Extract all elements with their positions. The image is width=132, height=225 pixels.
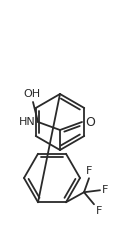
Text: OH: OH xyxy=(23,89,41,99)
Text: F: F xyxy=(86,166,92,176)
Text: F: F xyxy=(102,185,108,195)
Text: F: F xyxy=(96,206,102,216)
Text: O: O xyxy=(85,115,95,128)
Text: HN: HN xyxy=(19,117,36,127)
